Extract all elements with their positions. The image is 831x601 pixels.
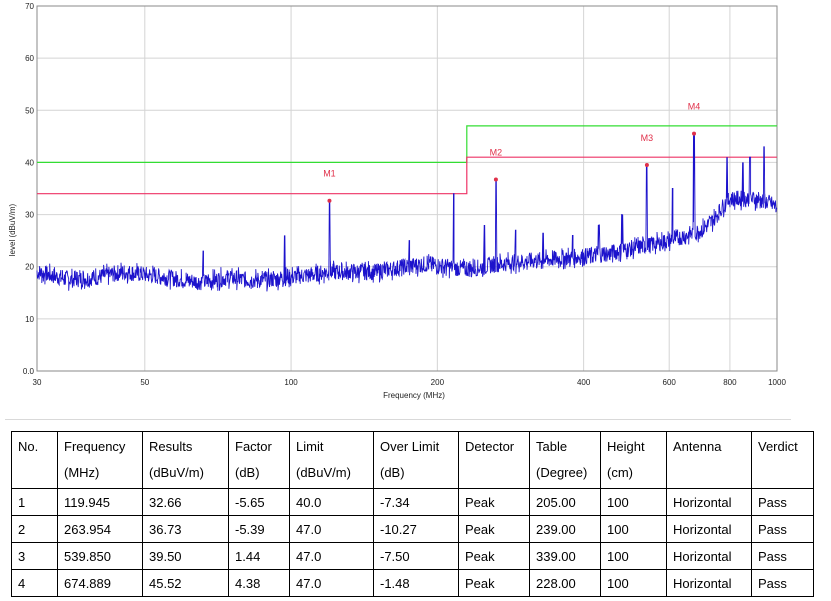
- emission-chart: M1 M2 M3 M4 30 50 100 200 400 600 800 1000 0.0 10 20…: [8, 2, 787, 400]
- cell-over-limit: -1.48: [373, 569, 459, 597]
- header-detector: Detector: [458, 431, 530, 489]
- cell-frequency: 674.889: [57, 569, 143, 597]
- header-antenna: Antenna: [666, 431, 752, 489]
- cell-detector: Peak: [458, 488, 530, 516]
- cell-results: 36.73: [142, 515, 229, 543]
- section-divider: [5, 419, 791, 420]
- marker-label: M2: [490, 147, 503, 157]
- peak-markers: M1 M2 M3 M4: [323, 102, 700, 203]
- x-tick-label: 600: [663, 378, 677, 387]
- header-height: Height (cm): [600, 431, 667, 489]
- header-factor: Factor (dB): [228, 431, 290, 489]
- marker-dot: [493, 177, 498, 182]
- cell-detector: Peak: [458, 515, 530, 543]
- cell-over-limit: -10.27: [373, 515, 459, 543]
- plot-frame: [36, 5, 778, 372]
- spectrum-trace: [36, 133, 778, 292]
- cell-limit: 47.0: [289, 515, 374, 543]
- table-header-row: No. Frequency (MHz) Results (dBuV/m) Facto…: [11, 431, 814, 489]
- marker-dot: [327, 198, 332, 203]
- table-row: 3 539.850 39.50 1.44 47.0 -7.50 Peak 339…: [11, 542, 814, 570]
- cell-results: 32.66: [142, 488, 229, 516]
- cell-table: 339.00: [529, 542, 601, 570]
- x-tick-label: 100: [284, 378, 298, 387]
- y-tick-label: 40: [25, 158, 34, 167]
- cell-table: 205.00: [529, 488, 601, 516]
- cell-factor: -5.65: [228, 488, 290, 516]
- chart-grid: [36, 5, 778, 372]
- cell-antenna: Horizontal: [666, 542, 752, 570]
- header-limit: Limit (dBuV/m): [289, 431, 374, 489]
- measured-trace: [36, 133, 778, 292]
- cell-factor: 4.38: [228, 569, 290, 597]
- cell-antenna: Horizontal: [666, 569, 752, 597]
- header-over-limit: Over Limit (dB): [373, 431, 459, 489]
- cell-height: 100: [600, 488, 667, 516]
- cell-factor: -5.39: [228, 515, 290, 543]
- cell-factor: 1.44: [228, 542, 290, 570]
- cell-no: 3: [11, 542, 58, 570]
- header-frequency: Frequency (MHz): [57, 431, 143, 489]
- header-results: Results (dBuV/m): [142, 431, 229, 489]
- limit-line: [37, 125, 777, 163]
- marker-dot: [644, 163, 649, 168]
- table-row: 4 674.889 45.52 4.38 47.0 -1.48 Peak 228…: [11, 569, 814, 597]
- y-tick-label: 60: [25, 54, 34, 63]
- y-tick-label: 30: [25, 211, 34, 220]
- limit-lines: [37, 125, 777, 195]
- cell-height: 100: [600, 515, 667, 543]
- cell-results: 39.50: [142, 542, 229, 570]
- cell-no: 2: [11, 515, 58, 543]
- table-row: 2 263.954 36.73 -5.39 47.0 -10.27 Peak 2…: [11, 515, 814, 543]
- y-tick-label: 50: [25, 106, 34, 115]
- cell-limit: 47.0: [289, 569, 374, 597]
- cell-frequency: 263.954: [57, 515, 143, 543]
- header-no: No.: [11, 431, 58, 489]
- cell-antenna: Horizontal: [666, 515, 752, 543]
- x-tick-label: 1000: [768, 378, 786, 387]
- x-tick-label: 800: [723, 378, 737, 387]
- cell-detector: Peak: [458, 569, 530, 597]
- cell-over-limit: -7.50: [373, 542, 459, 570]
- header-table: Table (Degree): [529, 431, 601, 489]
- cell-limit: 40.0: [289, 488, 374, 516]
- cell-frequency: 539.850: [57, 542, 143, 570]
- x-tick-label: 50: [140, 378, 149, 387]
- x-tick-label: 400: [577, 378, 591, 387]
- cell-no: 4: [11, 569, 58, 597]
- marker-label: M1: [323, 169, 336, 179]
- y-tick-label: 70: [25, 2, 34, 11]
- cell-verdict: Pass: [751, 488, 814, 516]
- marker-dot: [692, 131, 697, 136]
- marker-label: M3: [641, 133, 654, 143]
- cell-height: 100: [600, 569, 667, 597]
- header-verdict: Verdict: [751, 431, 814, 489]
- table-row: 1 119.945 32.66 -5.65 40.0 -7.34 Peak 20…: [11, 488, 814, 516]
- cell-no: 1: [11, 488, 58, 516]
- results-table: No. Frequency (MHz) Results (dBuV/m) Facto…: [11, 431, 814, 597]
- cell-limit: 47.0: [289, 542, 374, 570]
- marker-label: M4: [688, 102, 701, 112]
- cell-table: 228.00: [529, 569, 601, 597]
- x-axis-label: Frequency (MHz): [383, 391, 445, 400]
- cell-antenna: Horizontal: [666, 488, 752, 516]
- cell-verdict: Pass: [751, 569, 814, 597]
- limit-6db-line: [37, 156, 777, 195]
- cell-height: 100: [600, 542, 667, 570]
- x-tick-label: 30: [33, 378, 42, 387]
- y-tick-label: 10: [25, 315, 34, 324]
- cell-verdict: Pass: [751, 542, 814, 570]
- cell-table: 239.00: [529, 515, 601, 543]
- cell-detector: Peak: [458, 542, 530, 570]
- cell-frequency: 119.945: [57, 488, 143, 516]
- cell-over-limit: -7.34: [373, 488, 459, 516]
- y-tick-labels: 0.0 10 20 30 40 50 60 70: [23, 2, 35, 376]
- cell-verdict: Pass: [751, 515, 814, 543]
- x-tick-label: 200: [431, 378, 445, 387]
- cell-results: 45.52: [142, 569, 229, 597]
- y-tick-label: 0.0: [23, 367, 35, 376]
- y-axis-label: level (dBuV/m): [8, 203, 17, 256]
- y-tick-label: 20: [25, 263, 34, 272]
- x-tick-labels: 30 50 100 200 400 600 800 1000: [33, 378, 787, 387]
